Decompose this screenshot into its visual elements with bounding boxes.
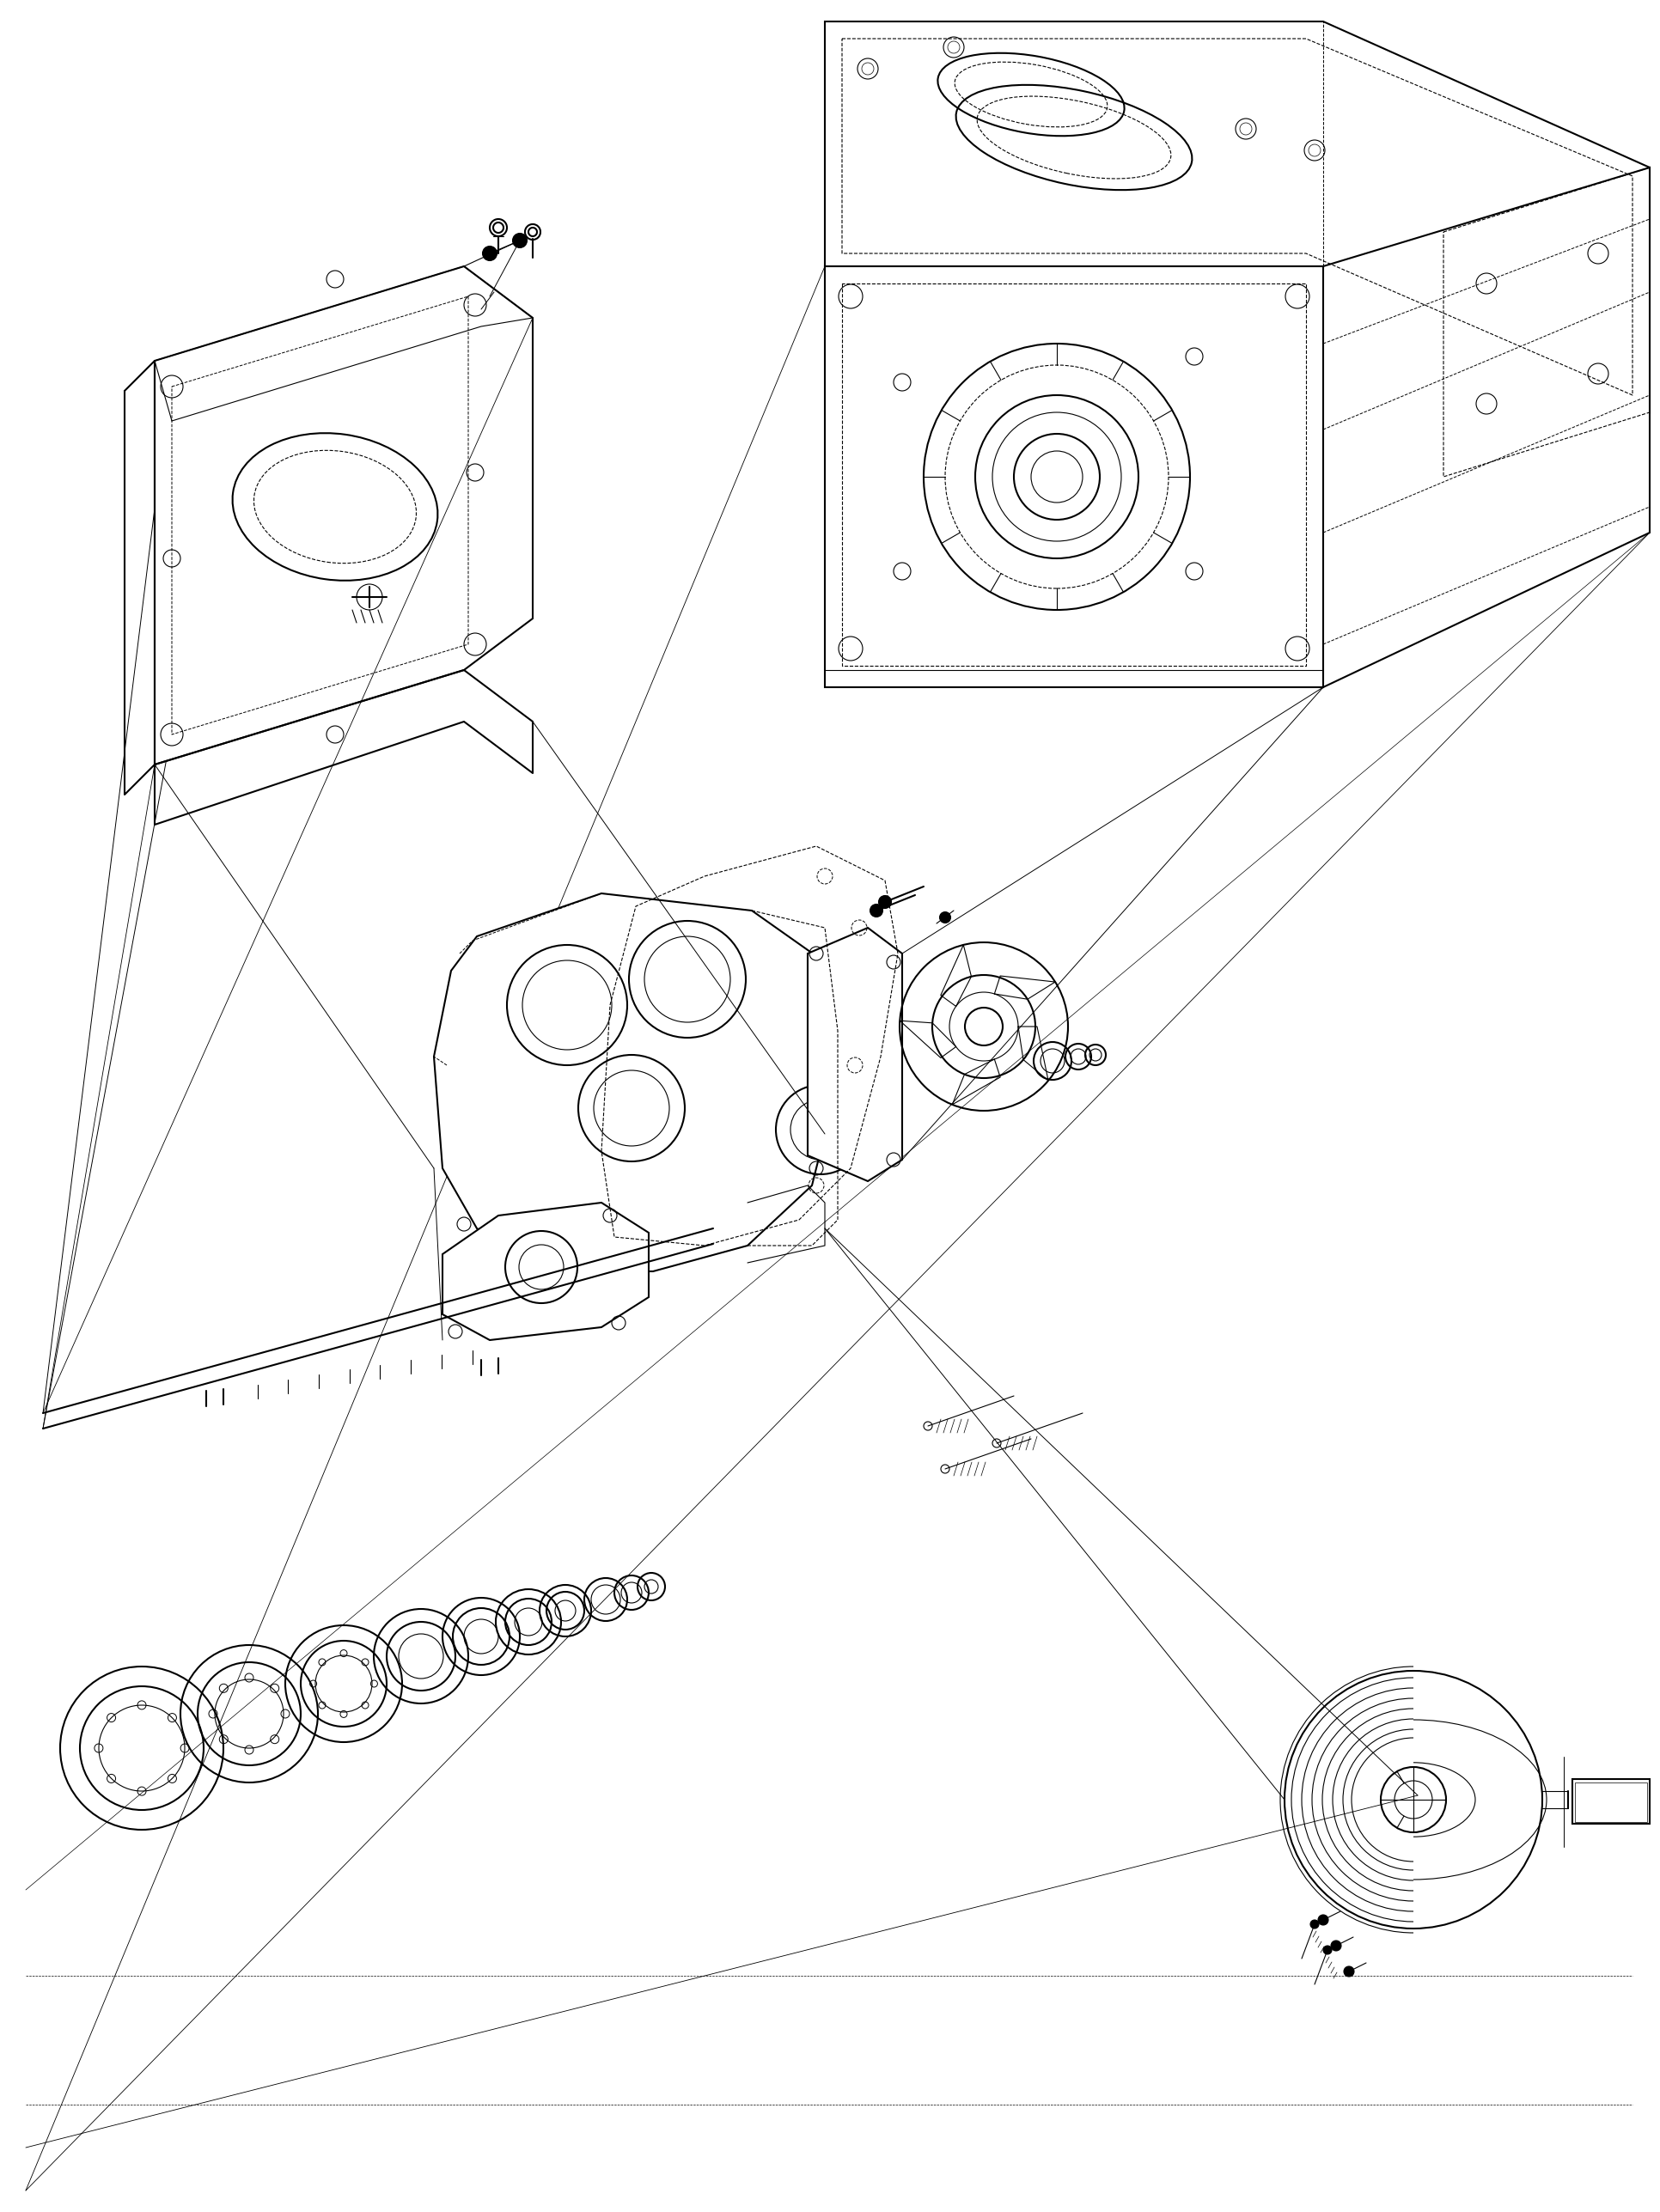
Polygon shape (825, 265, 1323, 688)
Circle shape (513, 234, 526, 248)
Circle shape (870, 905, 883, 916)
Circle shape (1310, 1920, 1320, 1929)
Polygon shape (808, 927, 901, 1181)
Polygon shape (825, 22, 1650, 411)
Circle shape (1345, 1966, 1355, 1978)
Polygon shape (433, 894, 838, 1272)
Bar (1575, 1783, 1647, 1823)
Polygon shape (443, 1203, 649, 1340)
Circle shape (880, 896, 891, 907)
Polygon shape (1323, 168, 1650, 688)
Bar (1572, 1778, 1650, 1823)
Circle shape (483, 246, 496, 261)
Circle shape (940, 911, 950, 922)
Polygon shape (154, 265, 533, 765)
Circle shape (1331, 1940, 1341, 1951)
Circle shape (1323, 1947, 1331, 1953)
Circle shape (1318, 1916, 1328, 1924)
